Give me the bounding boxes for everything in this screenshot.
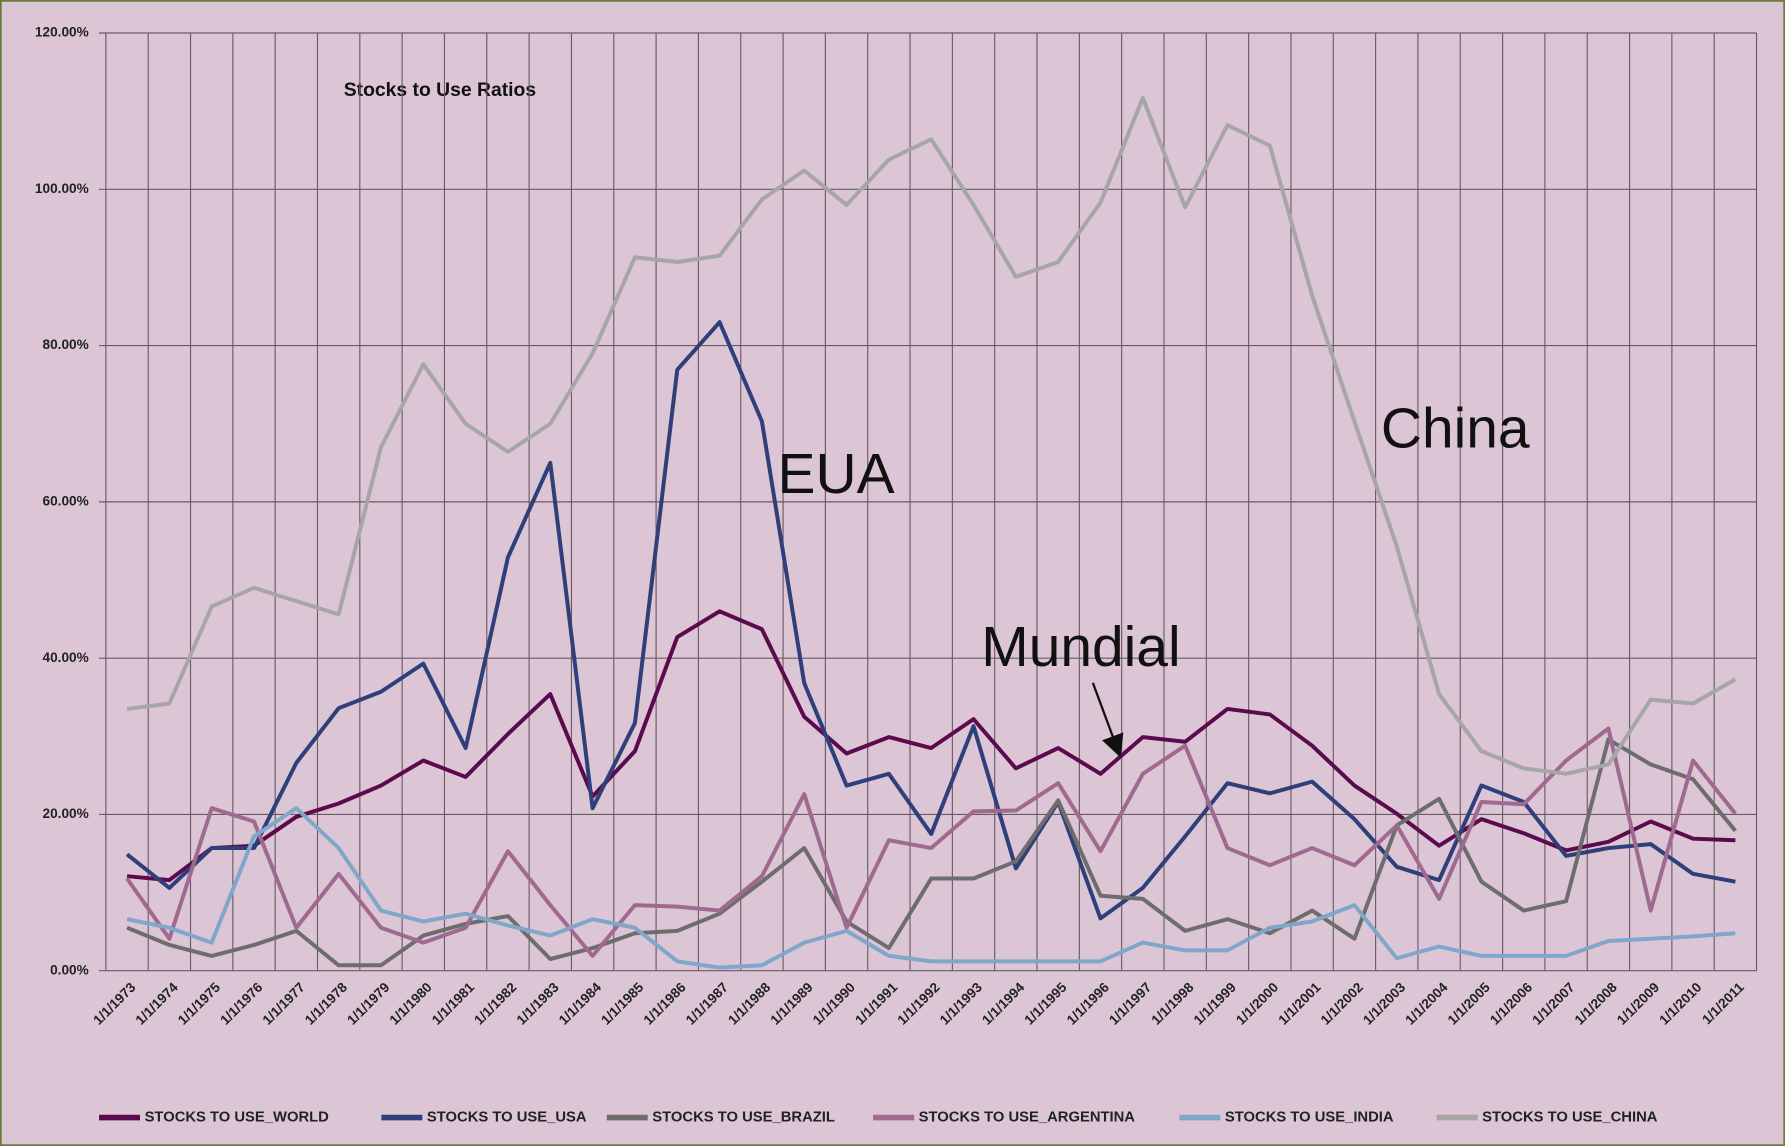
- series-line: [125, 726, 1737, 958]
- legend-label: STOCKS TO USE_BRAZIL: [652, 1109, 835, 1125]
- y-tick-label: 120.00%: [35, 25, 89, 40]
- legend-label: STOCKS TO USE_WORLD: [145, 1109, 330, 1125]
- series-line: [126, 737, 1737, 968]
- annotation-arrow: [1091, 682, 1124, 758]
- legend-label: STOCKS TO USE_USA: [427, 1109, 587, 1125]
- chart-title: Stocks to Use Ratios: [344, 79, 536, 101]
- annotation: EUA: [778, 442, 895, 506]
- legend-label: STOCKS TO USE_CHINA: [1482, 1109, 1658, 1125]
- y-tick-label: 80.00%: [43, 337, 89, 352]
- series-line: [126, 609, 1736, 883]
- series-line: [126, 95, 1737, 776]
- y-tick-label: 20.00%: [43, 806, 89, 821]
- annotation: China: [1381, 396, 1530, 460]
- legend-label: STOCKS TO USE_INDIA: [1225, 1109, 1394, 1125]
- legend-label: STOCKS TO USE_ARGENTINA: [919, 1109, 1136, 1125]
- annotation: Mundial: [981, 615, 1180, 679]
- series-line: [125, 320, 1736, 921]
- y-tick-label: 40.00%: [43, 650, 89, 665]
- y-tick-label: 0.00%: [50, 962, 89, 977]
- y-tick-label: 60.00%: [43, 493, 89, 508]
- series-line: [126, 806, 1736, 970]
- y-tick-label: 100.00%: [35, 181, 89, 196]
